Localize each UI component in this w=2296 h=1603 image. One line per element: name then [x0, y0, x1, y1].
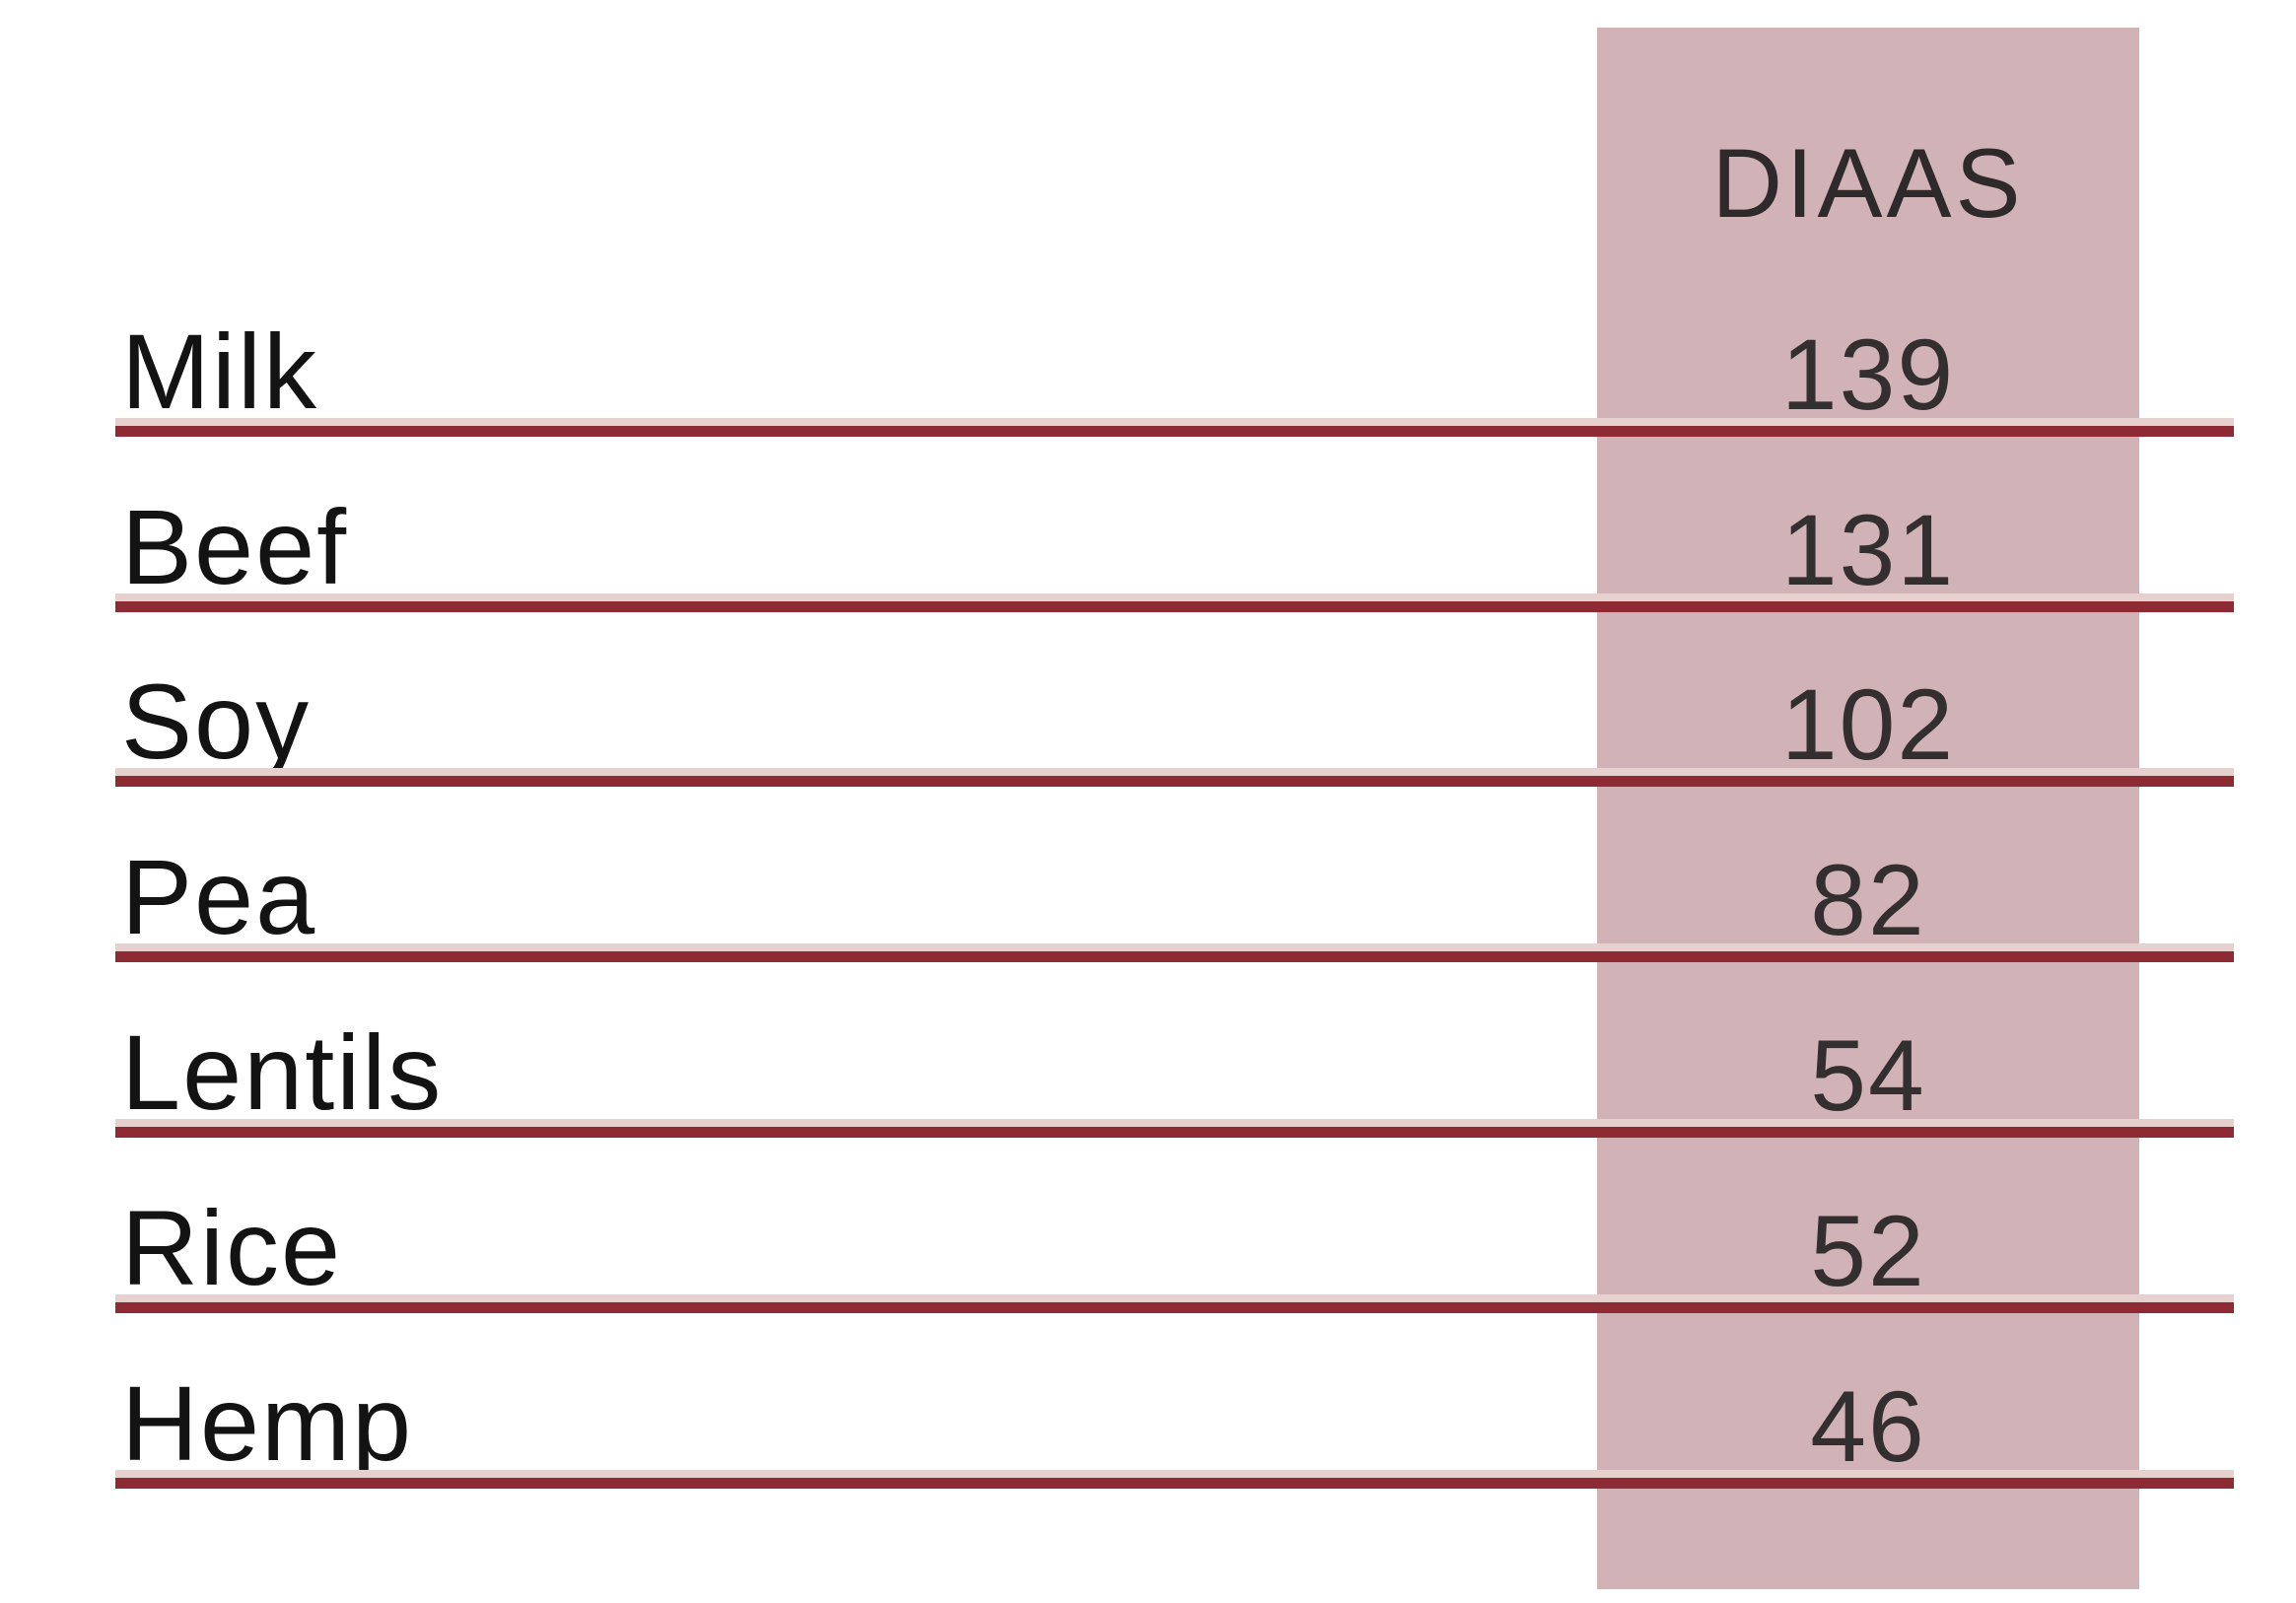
- row-label: Pea: [121, 837, 317, 957]
- row-divider: [115, 417, 2234, 437]
- row-divider: [115, 592, 2234, 612]
- row-divider: [115, 1469, 2234, 1489]
- row-value: 102: [1780, 668, 1956, 782]
- table-row: Hemp 46: [115, 1313, 2234, 1489]
- row-label: Lentils: [121, 1011, 444, 1132]
- table-row: Lentils 54: [115, 962, 2234, 1138]
- row-divider: [115, 1118, 2234, 1138]
- row-label: Soy: [121, 662, 312, 782]
- table-row: Beef 131: [115, 437, 2234, 612]
- row-value: 131: [1780, 493, 1956, 606]
- diaas-column-highlight: [1597, 28, 2139, 1589]
- row-value: 139: [1780, 317, 1956, 431]
- table-row: Pea 82: [115, 787, 2234, 963]
- row-label: Rice: [121, 1187, 343, 1307]
- row-divider: [115, 768, 2234, 788]
- row-label: Hemp: [121, 1362, 414, 1483]
- table-row: Rice 52: [115, 1138, 2234, 1313]
- row-label: Milk: [121, 311, 318, 431]
- diaas-column-header: DIAAS: [1711, 128, 2025, 238]
- table-row: Milk 139: [115, 261, 2234, 437]
- row-value: 54: [1810, 1018, 1926, 1132]
- row-divider: [115, 943, 2234, 963]
- row-value: 52: [1810, 1194, 1926, 1307]
- row-divider: [115, 1293, 2234, 1313]
- row-value: 82: [1810, 844, 1926, 957]
- diaas-table-rows: Milk 139 Beef 131 Soy 102 Pea 82 Lentils…: [115, 261, 2234, 1489]
- row-value: 46: [1810, 1369, 1926, 1483]
- row-label: Beef: [121, 486, 349, 606]
- table-row: Soy 102: [115, 612, 2234, 788]
